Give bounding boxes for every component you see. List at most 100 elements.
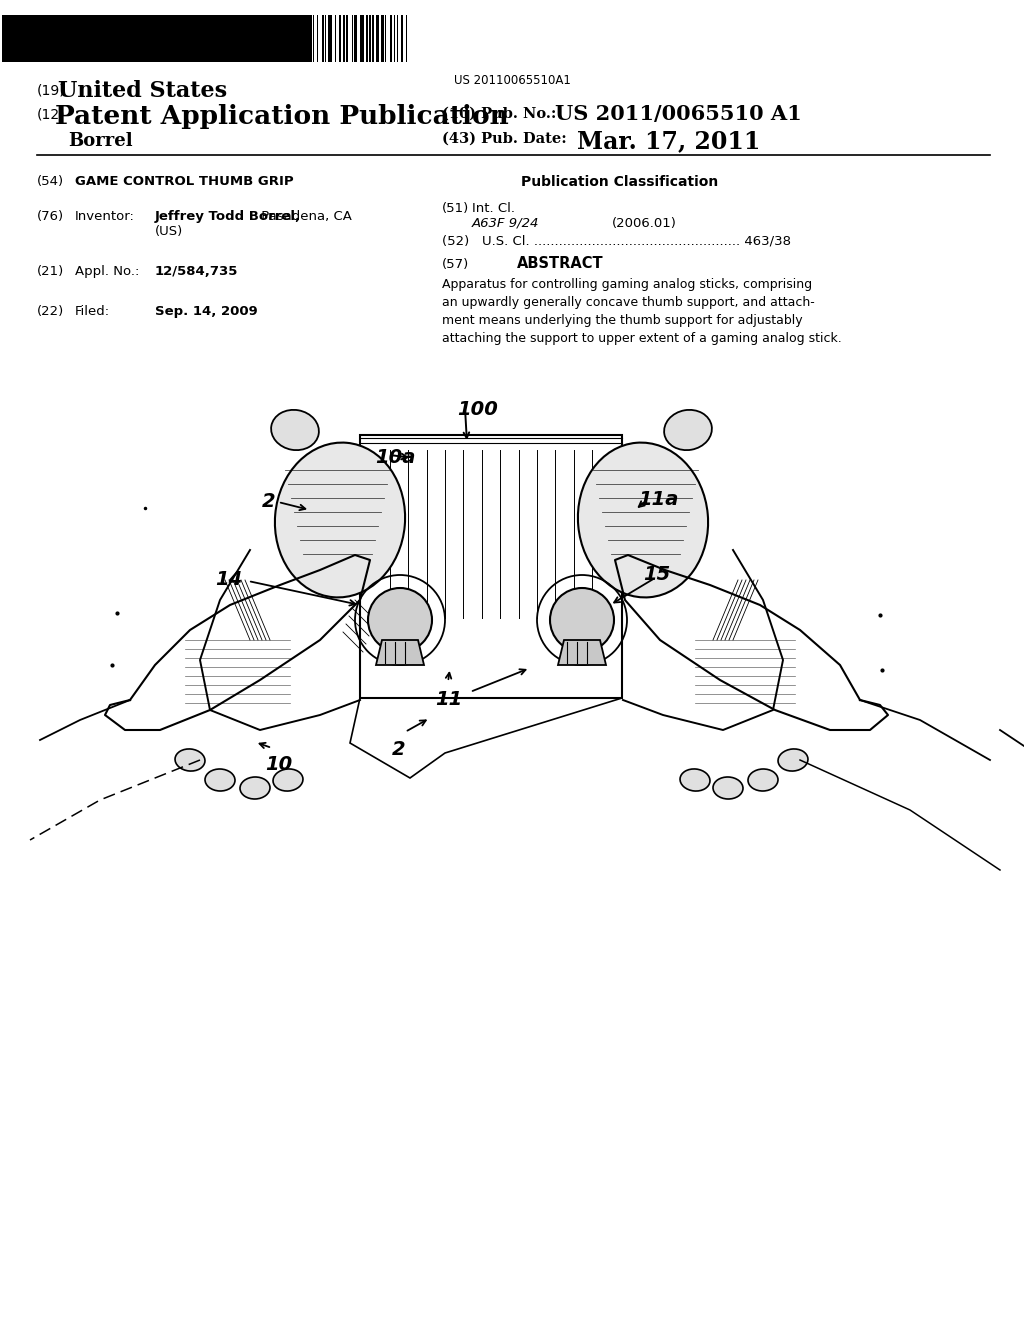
Text: (19): (19): [37, 83, 66, 96]
Bar: [346, 15, 348, 62]
Text: (51): (51): [442, 202, 469, 215]
Bar: [85, 15, 87, 62]
Bar: [381, 15, 384, 62]
Bar: [113, 15, 116, 62]
Bar: [122, 15, 124, 62]
Bar: [226, 15, 229, 62]
Bar: [177, 15, 179, 62]
Ellipse shape: [665, 411, 712, 450]
Bar: [59, 15, 61, 62]
Text: Borrel: Borrel: [68, 132, 133, 150]
Bar: [255, 15, 257, 62]
Bar: [69, 15, 73, 62]
Ellipse shape: [273, 770, 303, 791]
Bar: [2, 15, 310, 62]
Bar: [282, 15, 286, 62]
Text: (12): (12): [37, 107, 66, 121]
Bar: [261, 15, 264, 62]
Text: (76): (76): [37, 210, 65, 223]
Text: 14: 14: [215, 570, 243, 589]
Bar: [295, 15, 296, 62]
Bar: [204, 15, 206, 62]
Bar: [183, 15, 185, 62]
Bar: [366, 15, 368, 62]
Bar: [129, 15, 131, 62]
Text: 100: 100: [457, 400, 498, 418]
Bar: [266, 15, 268, 62]
Text: (57): (57): [442, 257, 469, 271]
Text: US 2011/0065510 A1: US 2011/0065510 A1: [555, 104, 802, 124]
Text: (21): (21): [37, 265, 65, 279]
Text: United States: United States: [58, 81, 227, 102]
Bar: [275, 15, 278, 62]
Ellipse shape: [680, 770, 710, 791]
Bar: [307, 15, 311, 62]
Bar: [360, 436, 622, 698]
Bar: [200, 15, 202, 62]
Bar: [242, 15, 245, 62]
Text: (2006.01): (2006.01): [612, 216, 677, 230]
Bar: [343, 15, 345, 62]
Ellipse shape: [274, 442, 406, 598]
Text: Mar. 17, 2011: Mar. 17, 2011: [577, 129, 761, 153]
Bar: [103, 15, 105, 62]
Bar: [195, 15, 197, 62]
Bar: [55, 15, 58, 62]
Bar: [372, 15, 374, 62]
Text: Sep. 14, 2009: Sep. 14, 2009: [155, 305, 258, 318]
Bar: [110, 15, 112, 62]
Text: (10) Pub. No.:: (10) Pub. No.:: [442, 107, 556, 121]
Ellipse shape: [778, 748, 808, 771]
Bar: [20, 15, 25, 62]
Bar: [328, 15, 332, 62]
Bar: [376, 15, 379, 62]
Text: Jeffrey Todd Borrel,: Jeffrey Todd Borrel,: [155, 210, 301, 223]
Ellipse shape: [578, 442, 709, 598]
Bar: [98, 15, 101, 62]
Ellipse shape: [713, 777, 743, 799]
Text: 11: 11: [435, 690, 462, 709]
Text: 2: 2: [392, 741, 406, 759]
Text: 10a: 10a: [375, 447, 416, 467]
Text: Filed:: Filed:: [75, 305, 111, 318]
Polygon shape: [558, 640, 606, 665]
Bar: [359, 15, 364, 62]
Ellipse shape: [271, 411, 318, 450]
Bar: [3, 15, 7, 62]
Text: (54): (54): [37, 176, 65, 187]
Bar: [322, 15, 324, 62]
Text: 10: 10: [265, 755, 292, 774]
Bar: [401, 15, 403, 62]
Bar: [207, 15, 209, 62]
Bar: [390, 15, 392, 62]
Bar: [88, 15, 90, 62]
Bar: [369, 15, 371, 62]
Text: GAME CONTROL THUMB GRIP: GAME CONTROL THUMB GRIP: [75, 176, 294, 187]
Text: A63F 9/24: A63F 9/24: [472, 216, 540, 230]
Bar: [297, 15, 301, 62]
Bar: [188, 15, 193, 62]
Text: 2: 2: [262, 492, 275, 511]
Text: (43) Pub. Date:: (43) Pub. Date:: [442, 132, 566, 147]
Text: 11a: 11a: [638, 490, 678, 510]
Bar: [248, 15, 252, 62]
Text: (22): (22): [37, 305, 65, 318]
Text: Apparatus for controlling gaming analog sticks, comprising
an upwardly generally: Apparatus for controlling gaming analog …: [442, 279, 842, 345]
Text: (US): (US): [155, 224, 183, 238]
Text: Pasadena, CA: Pasadena, CA: [257, 210, 352, 223]
Bar: [166, 15, 168, 62]
Text: Int. Cl.: Int. Cl.: [472, 202, 515, 215]
Bar: [231, 15, 233, 62]
Text: US 20110065510A1: US 20110065510A1: [454, 74, 570, 87]
Bar: [353, 15, 356, 62]
Bar: [48, 15, 50, 62]
Bar: [139, 15, 141, 62]
Bar: [135, 15, 137, 62]
Text: 15: 15: [643, 565, 671, 583]
Bar: [339, 15, 341, 62]
Bar: [218, 15, 220, 62]
Bar: [9, 15, 11, 62]
Text: 12/584,735: 12/584,735: [155, 265, 239, 279]
Bar: [77, 15, 79, 62]
Text: Appl. No.:: Appl. No.:: [75, 265, 139, 279]
